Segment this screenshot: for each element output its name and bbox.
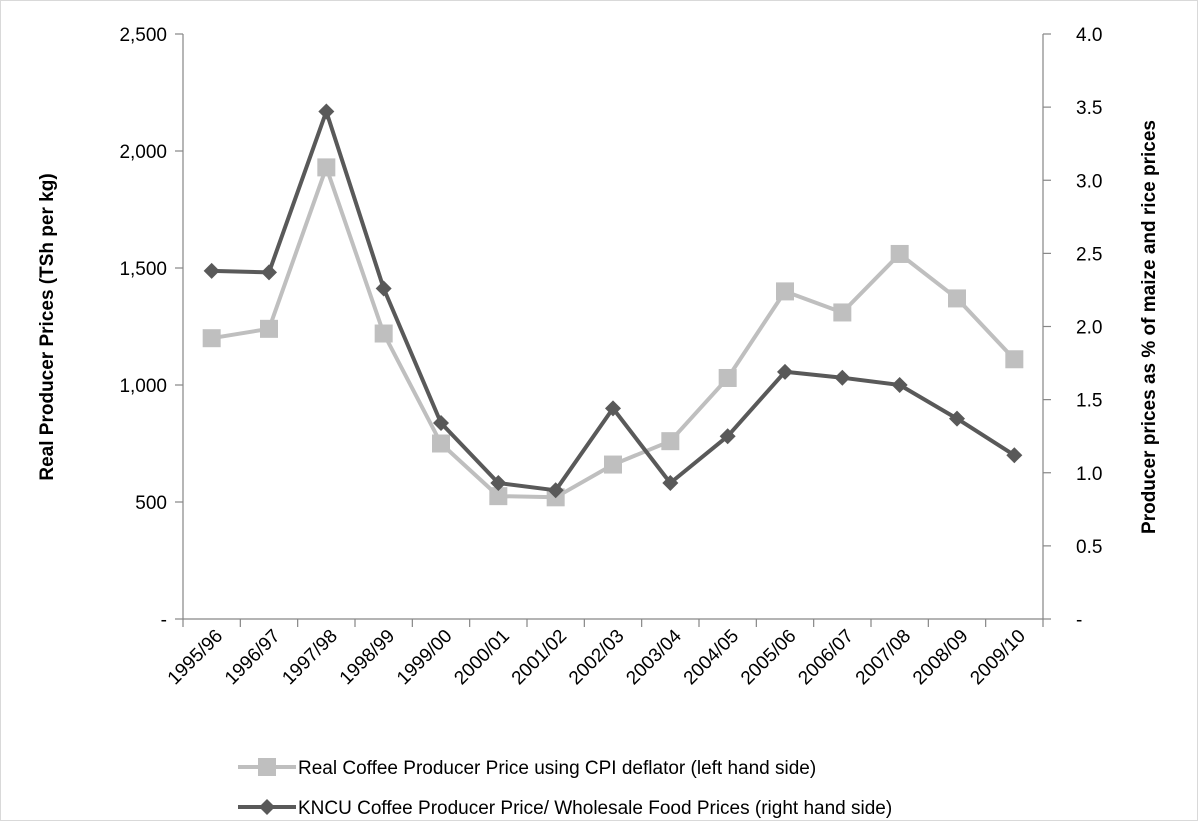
x-tick-label: 2009/10 [966,626,1029,689]
data-point-diamond [261,264,277,281]
right-y-tick-label: 3.0 [1076,171,1102,192]
data-point-square [776,282,794,301]
data-point-diamond [318,103,335,120]
x-tick-label: 1996/97 [221,626,284,689]
left-y-tick-label: 1,500 [119,259,167,280]
legend-item: KNCU Coffee Producer Price/ Wholesale Fo… [238,798,892,819]
right-y-tick-label: 2.5 [1076,244,1102,265]
series-1 [202,158,1024,507]
data-point-diamond [375,280,392,297]
data-point-square [661,432,680,451]
data-point-square [258,758,276,776]
x-tick-label: 2001/02 [508,626,571,689]
data-point-square [890,244,909,263]
data-point-diamond [1006,447,1023,464]
data-point-square [374,324,393,343]
series-group [202,103,1024,507]
data-point-diamond [433,415,449,432]
left-y-axis-ticks: - 500 1,000 1,500 2,000 2,500 [119,25,183,631]
left-y-tick-label: 500 [135,493,167,514]
right-y-tick-label: - [1076,610,1082,631]
x-tick-label: 2007/08 [852,626,915,689]
right-y-axis-ticks: - 0.5 1.0 1.5 2.0 2.5 3.0 3.5 4.0 [1043,25,1102,631]
data-point-diamond [834,369,851,386]
data-point-diamond [777,363,793,380]
x-tick-label: 1998/99 [336,626,399,689]
left-y-tick-label: 1,000 [119,376,167,397]
right-y-axis-title: Producer prices as % of maize and rice p… [1139,120,1160,534]
data-point-square [948,289,966,308]
data-point-square [604,455,622,474]
right-y-tick-label: 2.0 [1076,318,1102,339]
legend-label: Real Coffee Producer Price using CPI def… [298,758,816,779]
data-point-square [317,158,336,177]
data-point-diamond [949,410,965,427]
legend-item: Real Coffee Producer Price using CPI def… [238,758,816,779]
series-2 [203,103,1023,499]
data-point-square [718,368,737,387]
x-tick-label: 1997/98 [278,626,341,689]
data-point-diamond [203,262,220,279]
right-y-tick-label: 0.5 [1076,537,1102,558]
x-tick-label: 1995/96 [164,626,227,689]
x-tick-label: 2008/09 [909,626,972,689]
data-point-square [202,329,221,348]
left-y-axis-title: Real Producer Prices (TSh per kg) [37,173,58,480]
left-y-tick-label: 2,500 [119,25,167,46]
x-tick-label: 2006/07 [794,626,857,689]
data-point-diamond [547,482,564,499]
x-tick-label: 2000/01 [450,626,513,689]
data-point-diamond [605,400,621,417]
legend: Real Coffee Producer Price using CPI def… [238,758,892,819]
data-point-diamond [662,474,679,491]
x-tick-label: 1999/00 [393,626,456,689]
legend-label: KNCU Coffee Producer Price/ Wholesale Fo… [298,798,892,819]
right-y-tick-label: 3.5 [1076,98,1102,119]
data-point-square [260,319,278,338]
left-y-tick-label: 2,000 [119,142,167,163]
series-line [211,165,1016,500]
data-point-diamond [891,377,908,393]
data-point-diamond [259,799,275,815]
data-point-square [432,434,450,453]
x-tick-label: 2002/03 [565,626,628,689]
x-tick-label: 2004/05 [680,626,743,689]
data-point-square [833,303,852,322]
x-tick-label: 2003/04 [622,625,686,689]
data-point-square [489,487,508,506]
right-y-tick-label: 1.5 [1076,391,1102,412]
left-y-tick-label: - [161,610,167,631]
data-point-square [1005,350,1024,369]
right-y-tick-label: 1.0 [1076,464,1102,485]
x-tick-label: 2005/06 [737,626,800,689]
x-axis-ticks: 1995/961996/971997/981998/991999/002000/… [164,619,1044,689]
data-point-diamond [490,474,507,491]
right-y-tick-label: 4.0 [1076,25,1102,46]
data-point-diamond [719,428,736,445]
axes [182,34,1044,620]
